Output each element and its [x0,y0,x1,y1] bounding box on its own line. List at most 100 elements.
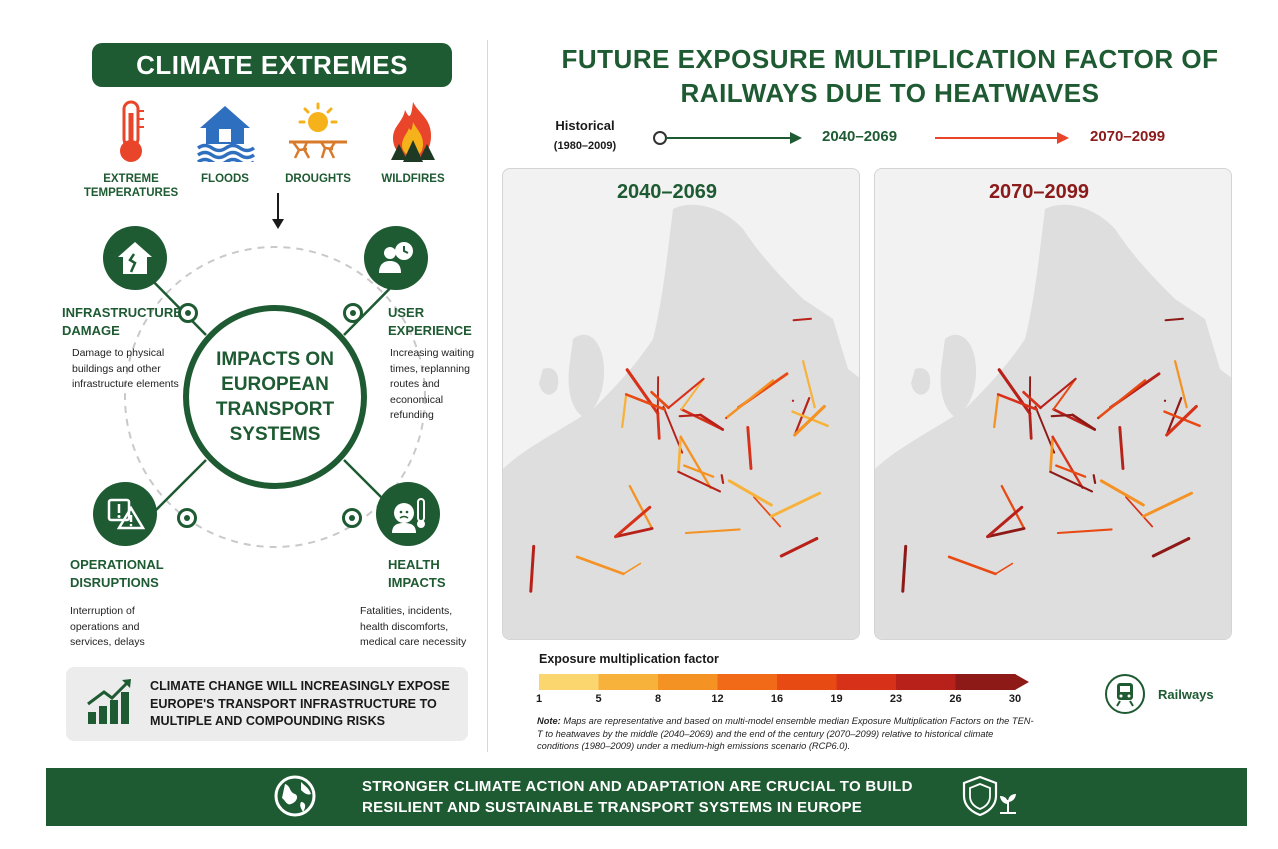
rail-segment [1039,377,1077,409]
rail-segment [529,544,536,593]
hazard-label: DROUGHTS [285,173,351,185]
rail-segment [679,435,712,489]
rail-segment [667,377,705,409]
legend-swatch [539,674,599,690]
panel-divider [487,40,488,752]
user-clock-icon [364,226,428,290]
rail-segment [1051,435,1084,489]
rail-segment [614,505,652,539]
footer-banner [46,768,1247,826]
rail-segment [1096,379,1147,420]
hazard-wildfires: WILDFIRES [358,98,468,186]
impact-title: USER EXPERIENCE [388,305,472,338]
hazard-droughts: DROUGHTS [263,98,373,186]
map-title: 2040–2069 [616,181,718,203]
rail-segment [901,544,908,593]
connector-node [178,303,198,323]
land-shape [503,204,859,639]
rail-segment [947,555,997,576]
rail-segment [684,528,741,535]
legend-swatch [836,674,897,690]
rail-segment [1174,360,1188,409]
footer-text: STRONGER CLIMATE ACTION AND ADAPTATION A… [362,778,913,816]
rail-segment [1049,435,1055,474]
legend-tick-label: 16 [770,693,784,705]
legend-swatch [777,674,837,690]
climate-extremes-title: CLIMATE EXTREMES [92,43,452,87]
rail-segment [802,360,816,409]
impacts-center-circle: IMPACTS ON EUROPEAN TRANSPORT SYSTEMS [183,305,367,489]
hazard-label: EXTREME TEMPERATURES [83,173,179,199]
center-text: IMPACTS ON EUROPEAN TRANSPORT SYSTEMS [215,349,335,445]
impact-description: Damage to physical buildings and other i… [72,347,179,390]
timeline-historical: Historical (1980–2009) [530,116,640,156]
note-text: Note: Maps are representative and based … [537,715,1037,753]
legend-tick-label: 30 [1008,693,1022,705]
rail-segment [1092,474,1097,484]
legend-tick-label: 19 [830,693,843,705]
rail-segment [677,470,722,493]
rail-segment [628,484,654,530]
rail-segment [683,464,715,478]
thermometer-icon [76,98,186,166]
rail-segment [656,411,661,440]
rail-segment [996,393,1039,411]
historical-years: (1980–2009) [553,140,617,152]
rail-segment [1022,390,1042,410]
risk-message-text: CLIMATE CHANGE WILL INCREASINGLY EXPOSE … [150,679,450,728]
land-shape [539,368,559,395]
hazard-floods: FLOODS [170,98,280,186]
rail-segment [1125,496,1154,528]
rail-segment [622,562,642,575]
legend-title: Exposure multiplication factor [539,652,719,666]
rail-segment [1165,404,1198,437]
europe-map-2040-2069 [503,204,859,639]
rail-segment [621,393,628,429]
rail-segment [720,474,725,484]
rail-segment [793,404,826,437]
europe-map-2070-2099 [875,204,1231,639]
rail-segment [1056,528,1113,535]
risk-message-box [66,667,468,741]
rail-segment [792,317,812,322]
impact-title: HEALTH IMPACTS [388,557,446,590]
land-shape [875,204,1231,639]
rail-segment [724,379,775,420]
hazard-label: FLOODS [201,173,249,185]
hazard-label: WILDFIRES [381,173,445,185]
rail-segment [746,425,753,470]
legend-tick-label: 12 [711,693,724,705]
warning-icon [93,482,157,546]
land-shape [911,368,931,395]
impact-description: Fatalities, incidents, health discomfort… [360,605,467,648]
rail-segment [680,377,705,411]
impact-operational-disruptions: OPERATIONAL DISRUPTIONS Interruption of … [70,556,190,651]
land-shape [940,334,977,417]
connector-node [177,508,197,528]
rail-segment [575,555,625,576]
legend-tick-label: 23 [889,693,903,705]
timeline-arrow-red [935,132,1069,144]
main-title: FUTURE EXPOSURE MULTIPLICATION FACTOR OF… [561,44,1219,108]
impact-description: Interruption of operations and services,… [70,605,145,648]
flood-house-icon [170,98,280,166]
rail-segment [1164,317,1184,322]
rail-segment [1028,411,1033,440]
land-shape [568,334,605,417]
train-icon [1105,674,1145,714]
legend-tick-label: 8 [654,693,662,705]
rail-segment [1000,484,1026,530]
damaged-house-icon [103,226,167,290]
growth-chart-icon [84,676,136,733]
rail-segment [1071,413,1097,431]
rail-segment [1050,413,1074,418]
rail-segment [727,479,773,507]
legend-swatch [955,674,1016,690]
legend-swatch [896,674,956,690]
note-label: Note: [537,716,561,726]
rail-segment [779,537,819,558]
rail-segment [650,390,670,410]
rail-segment [994,562,1014,575]
rail-segment [1099,479,1145,507]
impact-user-experience: USER EXPERIENCE Increasing waiting times… [374,304,484,424]
